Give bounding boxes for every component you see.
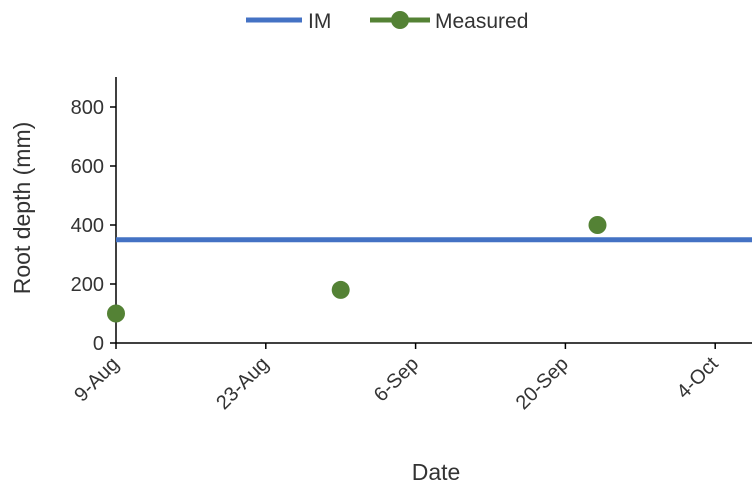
y-tick-label: 600 (71, 156, 104, 178)
x-axis-title: Date (412, 459, 461, 485)
legend-label-im: IM (308, 10, 331, 33)
legend-label-measured: Measured (435, 10, 528, 33)
y-axis-title: Root depth (mm) (9, 122, 35, 295)
x-tick-label: 4-Oct (673, 353, 723, 403)
x-tick-label: 9-Aug (70, 353, 123, 406)
measured-point (107, 304, 125, 323)
y-tick-label: 200 (71, 274, 104, 296)
legend: IM Measured (246, 10, 528, 33)
x-tick-label: 20-Sep (512, 353, 573, 414)
y-tick-label: 800 (71, 97, 104, 119)
y-tick-label: 400 (71, 215, 104, 237)
plot-area (107, 216, 752, 323)
y-axis: 0 200 400 600 800 (71, 77, 117, 355)
y-tick-label: 0 (93, 333, 104, 355)
legend-marker-measured (391, 11, 409, 29)
x-axis: 9-Aug23-Aug6-Sep20-Sep4-Oct18-Oct1-Nov15… (70, 342, 752, 414)
x-tick-label: 23-Aug (212, 353, 273, 414)
x-tick-label: 6-Sep (370, 353, 423, 406)
measured-point (588, 216, 607, 234)
measured-point (331, 280, 350, 299)
